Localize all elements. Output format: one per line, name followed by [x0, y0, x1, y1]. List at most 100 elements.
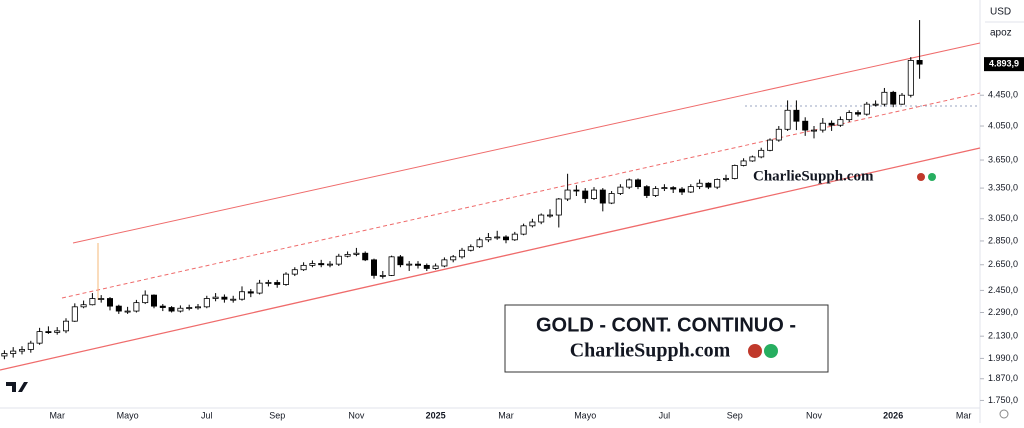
candle-body: [687, 186, 694, 193]
candle-body: [353, 252, 360, 255]
candle-body: [661, 187, 668, 190]
candle-body: [511, 233, 518, 241]
candle-body: [133, 302, 140, 312]
candle-body: [529, 221, 536, 227]
candle-body: [890, 91, 897, 105]
chart-title: GOLD - CONT. CONTINUO -: [536, 314, 796, 336]
candle-body: [467, 246, 474, 251]
candle-body: [45, 331, 52, 334]
candle-body: [370, 259, 377, 276]
y-tick-label: 2.130,0: [988, 331, 1018, 341]
icon-down: [748, 344, 762, 358]
candle-body: [186, 307, 193, 309]
x-tick-label: Sep: [727, 410, 743, 420]
candle-body: [265, 282, 272, 284]
candle-body: [291, 269, 298, 275]
x-tick-label: Nov: [806, 410, 823, 420]
x-tick-label: Mar: [49, 410, 65, 420]
watermark-box: CharlieSupph.com: [570, 340, 731, 362]
candle-body: [414, 263, 421, 266]
candle-body: [846, 112, 853, 121]
candle-body: [247, 291, 254, 294]
candle-body: [652, 188, 659, 196]
candle-body: [388, 256, 395, 276]
candle-body: [599, 189, 606, 204]
y-tick-label: 2.850,0: [988, 235, 1018, 245]
y-tick-label: 2.450,0: [988, 285, 1018, 295]
candle-body: [811, 129, 818, 132]
x-tick-label: Jul: [659, 410, 671, 420]
candle-body: [626, 179, 633, 188]
candle-body: [168, 307, 175, 312]
y-tick-label: 2.290,0: [988, 307, 1018, 317]
candle-body: [775, 128, 782, 141]
candle-body: [177, 307, 184, 312]
x-tick-label: 2026: [883, 410, 903, 420]
candle-body: [547, 214, 554, 217]
candle-body: [63, 320, 70, 332]
candle-body: [714, 179, 721, 188]
currency: USD: [990, 7, 1011, 18]
y-tick-label: 2.650,0: [988, 259, 1018, 269]
candle-body: [379, 275, 386, 277]
candle-body: [872, 103, 879, 106]
candle-body: [309, 263, 316, 266]
candle-body: [318, 263, 325, 266]
channel-lower: [0, 147, 981, 371]
candle-body: [837, 119, 844, 126]
icon-down: [917, 173, 925, 181]
icon-up: [764, 344, 778, 358]
x-tick-label: Sep: [269, 410, 285, 420]
candle-body: [855, 112, 862, 115]
candle-body: [98, 298, 105, 300]
candle-body: [670, 187, 677, 190]
candle-body: [450, 256, 457, 261]
x-tick-label: 2025: [426, 410, 446, 420]
last-price-label: 4.893,9: [989, 59, 1019, 69]
candle-body: [89, 298, 96, 306]
candle-body: [212, 296, 219, 299]
candle-body: [881, 91, 888, 105]
y-tick-label: 3.350,0: [988, 182, 1018, 192]
settings-icon[interactable]: [999, 409, 1009, 419]
candle-body: [344, 254, 351, 257]
y-tick-label: 3.650,0: [988, 154, 1018, 164]
candle-body: [27, 342, 34, 350]
candle-body: [520, 225, 527, 235]
candle-body: [230, 298, 237, 301]
candle-body: [749, 156, 756, 162]
candle-body: [458, 249, 465, 258]
watermark: CharlieSupph.com: [753, 168, 874, 184]
candle-body: [441, 259, 448, 267]
candle-body: [916, 60, 923, 65]
candle-body: [476, 239, 483, 248]
candle-body: [635, 179, 642, 188]
x-tick-label: Mayo: [574, 410, 596, 420]
candle-body: [256, 282, 263, 294]
channel-mid: [61, 92, 981, 299]
candle-body: [863, 103, 870, 115]
candle-body: [71, 306, 78, 322]
candle-body: [696, 182, 703, 188]
candle-body: [819, 122, 826, 131]
y-tick-label: 4.050,0: [988, 120, 1018, 130]
x-tick-label: Nov: [348, 410, 365, 420]
icon-up: [928, 173, 936, 181]
candle-body: [573, 189, 580, 192]
candle-body: [1, 353, 8, 357]
candle-body: [432, 265, 439, 269]
candle-body: [617, 186, 624, 194]
candle-body: [731, 165, 738, 179]
x-tick-label: Jul: [201, 410, 213, 420]
candle-body: [591, 189, 598, 199]
y-tick-label: 1.870,0: [988, 373, 1018, 383]
candle-body: [793, 109, 800, 122]
candle-body: [124, 310, 131, 313]
candle-body: [784, 109, 791, 130]
candle-body: [194, 306, 201, 309]
candle-body: [80, 304, 87, 308]
candle-body: [502, 236, 509, 241]
candle-body: [36, 331, 43, 344]
candle-body: [203, 298, 210, 308]
